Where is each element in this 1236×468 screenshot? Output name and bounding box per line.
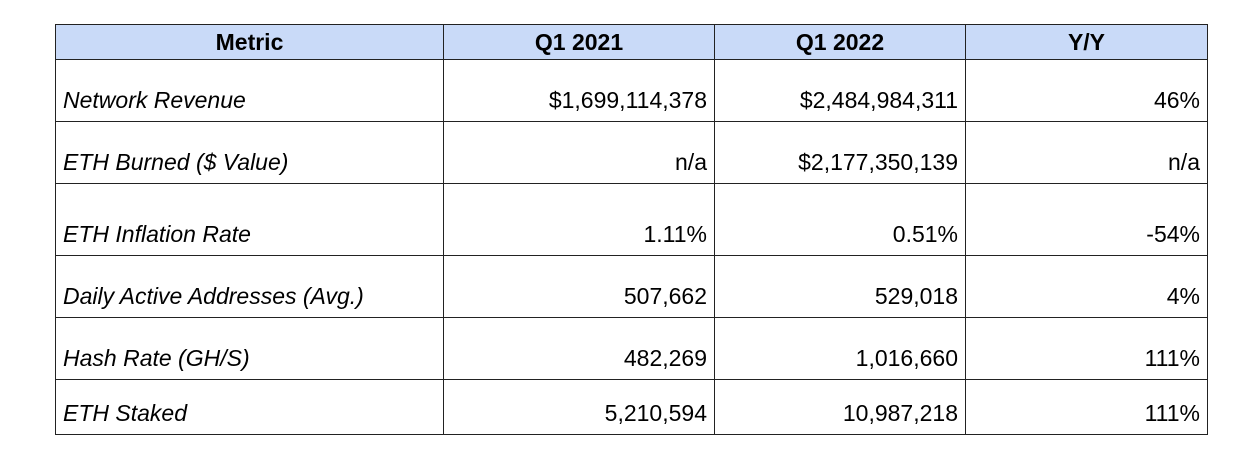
table-header: Metric Q1 2021 Q1 2022 Y/Y <box>55 24 1208 60</box>
table-body: Network Revenue $1,699,114,378 $2,484,984,… <box>55 59 1208 435</box>
value-cell: 507,662 <box>443 255 715 318</box>
value-cell: 46% <box>965 59 1208 122</box>
value-cell: 111% <box>965 317 1208 380</box>
header-cell: Y/Y <box>965 24 1208 60</box>
value-cell: $2,177,350,139 <box>714 121 966 184</box>
table-row: Daily Active Addresses (Avg.) 507,662 529,… <box>55 255 1208 318</box>
metric-cell: Daily Active Addresses (Avg.) <box>55 255 444 318</box>
header-cell: Metric <box>55 24 444 60</box>
header-row: Metric Q1 2021 Q1 2022 Y/Y <box>55 24 1208 60</box>
value-cell: 10,987,218 <box>714 379 966 435</box>
header-cell: Q1 2022 <box>714 24 966 60</box>
value-cell: -54% <box>965 183 1208 256</box>
metric-cell: ETH Inflation Rate <box>55 183 444 256</box>
value-cell: 1,016,660 <box>714 317 966 380</box>
value-cell: 482,269 <box>443 317 715 380</box>
table-row: ETH Staked 5,210,594 10,987,218 111% <box>55 379 1208 435</box>
table-row: ETH Burned ($ Value) n/a $2,177,350,139 n/a <box>55 121 1208 184</box>
value-cell: n/a <box>965 121 1208 184</box>
header-cell: Q1 2021 <box>443 24 715 60</box>
value-cell: 4% <box>965 255 1208 318</box>
value-cell: 1.11% <box>443 183 715 256</box>
metric-cell: Network Revenue <box>55 59 444 122</box>
metric-cell: Hash Rate (GH/S) <box>55 317 444 380</box>
metrics-table: Metric Q1 2021 Q1 2022 Y/Y Network Revenue $… <box>55 24 1208 435</box>
value-cell: 0.51% <box>714 183 966 256</box>
value-cell: 5,210,594 <box>443 379 715 435</box>
value-cell: $2,484,984,311 <box>714 59 966 122</box>
value-cell: 529,018 <box>714 255 966 318</box>
metric-cell: ETH Staked <box>55 379 444 435</box>
value-cell: n/a <box>443 121 715 184</box>
value-cell: $1,699,114,378 <box>443 59 715 122</box>
metric-cell: ETH Burned ($ Value) <box>55 121 444 184</box>
table-row: Hash Rate (GH/S) 482,269 1,016,660 111% <box>55 317 1208 380</box>
table-row: Network Revenue $1,699,114,378 $2,484,984,… <box>55 59 1208 122</box>
value-cell: 111% <box>965 379 1208 435</box>
table-row: ETH Inflation Rate 1.11% 0.51% -54% <box>55 183 1208 256</box>
